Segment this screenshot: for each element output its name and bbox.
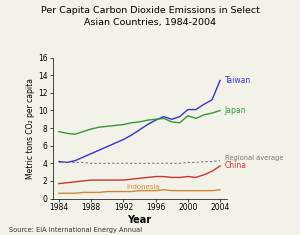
- Text: Taiwan: Taiwan: [225, 76, 251, 85]
- Text: Indonesia: Indonesia: [127, 184, 160, 190]
- Text: Regional average: Regional average: [225, 156, 284, 161]
- Text: Source: EIA International Energy Annual: Source: EIA International Energy Annual: [9, 227, 142, 233]
- X-axis label: Year: Year: [128, 215, 152, 225]
- Text: Japan: Japan: [225, 106, 246, 115]
- Text: Per Capita Carbon Dioxide Emissions in Select
Asian Countries, 1984-2004: Per Capita Carbon Dioxide Emissions in S…: [40, 6, 260, 27]
- Y-axis label: Metric tons CO₂ per capita: Metric tons CO₂ per capita: [26, 78, 35, 179]
- Text: China: China: [225, 161, 247, 170]
